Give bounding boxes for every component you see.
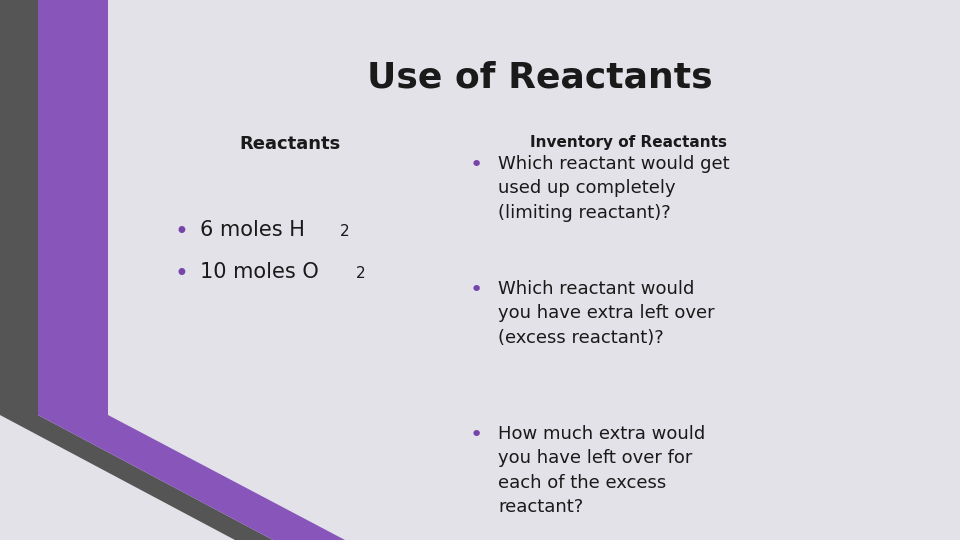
- Text: Which reactant would get
used up completely
(limiting reactant)?: Which reactant would get used up complet…: [498, 155, 730, 221]
- Text: •: •: [470, 155, 483, 175]
- Polygon shape: [38, 0, 345, 540]
- Text: •: •: [470, 425, 483, 445]
- Text: Which reactant would
you have extra left over
(excess reactant)?: Which reactant would you have extra left…: [498, 280, 714, 347]
- Text: Use of Reactants: Use of Reactants: [367, 60, 713, 94]
- Text: 10 moles O: 10 moles O: [200, 262, 319, 282]
- Text: Reactants: Reactants: [239, 135, 341, 153]
- Text: 2: 2: [340, 224, 349, 239]
- Text: Inventory of Reactants: Inventory of Reactants: [530, 135, 727, 150]
- Text: 6 moles H: 6 moles H: [200, 220, 305, 240]
- Text: •: •: [175, 262, 189, 286]
- Text: 2: 2: [356, 266, 366, 281]
- Polygon shape: [0, 0, 273, 540]
- Text: •: •: [175, 220, 189, 244]
- Text: How much extra would
you have left over for
each of the excess
reactant?: How much extra would you have left over …: [498, 425, 706, 516]
- Text: •: •: [470, 280, 483, 300]
